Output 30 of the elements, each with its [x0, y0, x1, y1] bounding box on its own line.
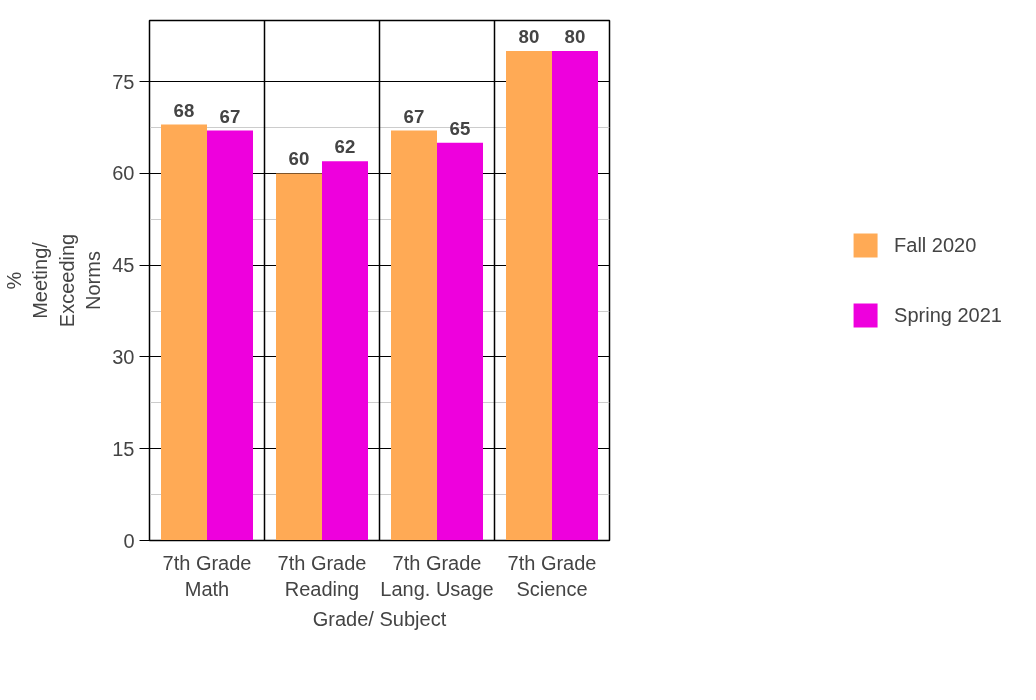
data-label: 80 [518, 26, 540, 48]
legend-label: Spring 2021 [894, 303, 1002, 327]
y-tick-label: 45 [112, 254, 135, 277]
x-tick-label: 7th Grade Reading [277, 551, 367, 600]
legend-label: Fall 2020 [894, 233, 977, 257]
y-tick-label: 0 [123, 529, 135, 552]
bar [207, 130, 253, 541]
x-tick-label: 7th Grade Science [507, 551, 597, 600]
x-tick-label: 7th Grade Math [162, 551, 252, 600]
y-axis-title: % Meeting/ Exceeding Norms [3, 233, 105, 328]
x-tick-label: 7th Grade Lang. Usage [380, 551, 494, 600]
data-label: 67 [403, 105, 425, 127]
bar [552, 51, 598, 541]
data-label: 60 [288, 148, 310, 170]
bar [391, 130, 437, 541]
data-label: 62 [334, 136, 356, 158]
x-axis-title: Grade/ Subject [312, 607, 447, 630]
data-label: 67 [219, 105, 241, 127]
bar [276, 173, 322, 541]
bar [437, 142, 483, 541]
data-label: 65 [449, 117, 471, 139]
bar [506, 51, 552, 541]
y-tick-label: 30 [112, 345, 135, 368]
y-tick-label: 60 [112, 162, 135, 185]
bar [322, 161, 368, 541]
y-tick-label: 15 [112, 437, 135, 460]
y-tick-label: 75 [112, 70, 135, 93]
data-label: 68 [173, 99, 195, 121]
data-label: 80 [564, 26, 586, 48]
bar [161, 124, 207, 541]
